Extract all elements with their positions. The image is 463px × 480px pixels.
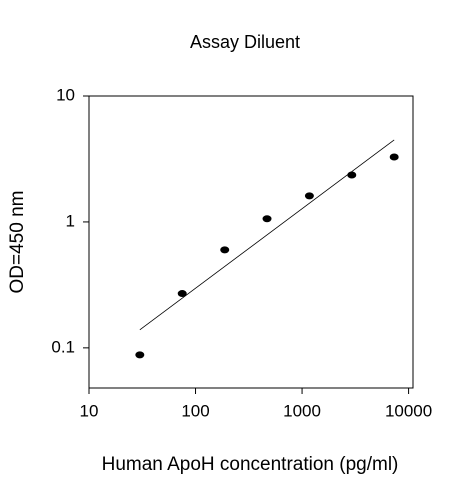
- data-point: [304, 192, 314, 200]
- x-tick-label: 10: [80, 401, 99, 420]
- data-point: [389, 153, 399, 161]
- y-tick-label: 10: [56, 85, 75, 104]
- data-point: [177, 290, 187, 298]
- plot-frame: [88, 95, 414, 389]
- y-tick-label: 0.1: [51, 337, 75, 356]
- data-point: [220, 246, 230, 254]
- data-point: [135, 351, 145, 359]
- x-tick-label: 100: [181, 401, 209, 420]
- data-point: [262, 215, 272, 223]
- fit-line: [139, 139, 395, 331]
- y-axis-label: OD=450 nm: [7, 191, 28, 294]
- x-axis-label: Human ApoH concentration (pg/ml): [102, 454, 399, 475]
- y-tick-label: 1: [66, 211, 75, 230]
- data-point: [347, 171, 357, 179]
- x-tick-label: 1000: [283, 401, 321, 420]
- chart-title: Assay Diluent: [190, 32, 300, 52]
- x-tick-label: 10000: [385, 401, 432, 420]
